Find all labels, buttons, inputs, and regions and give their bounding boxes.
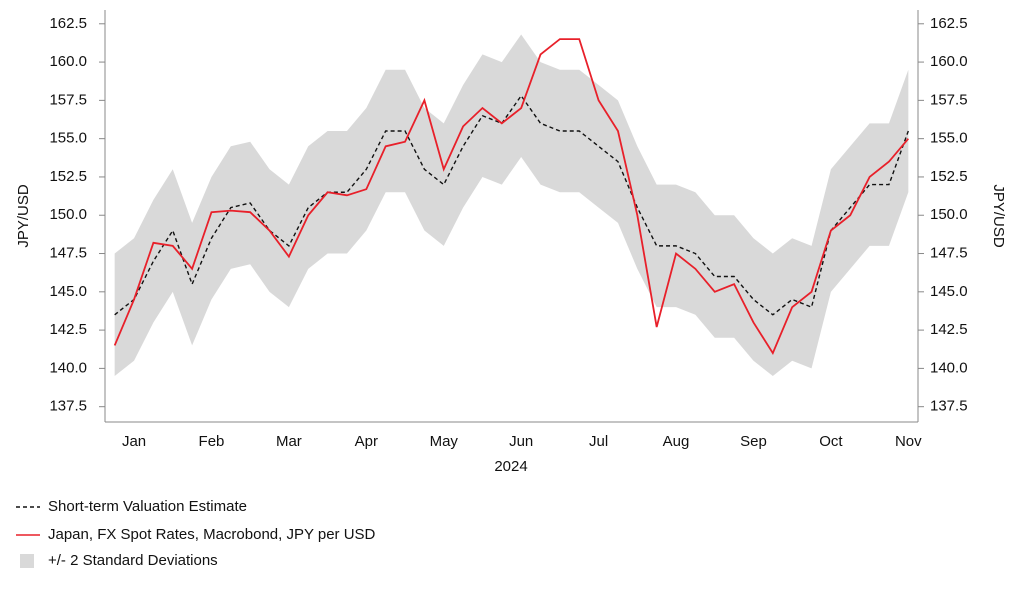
y-tick-label: 145.0 (49, 283, 87, 300)
legend-label: Japan, FX Spot Rates, Macrobond, JPY per… (48, 526, 376, 543)
x-tick-label: May (430, 433, 459, 450)
y2-tick-label: 162.5 (930, 15, 968, 32)
y-tick-label: 152.5 (49, 168, 87, 185)
x-tick-label: Nov (895, 433, 922, 450)
x-tick-label: Oct (819, 433, 843, 450)
y2-tick-label: 157.5 (930, 91, 968, 108)
x-tick-label: Apr (355, 433, 378, 450)
y2-tick-label: 150.0 (930, 206, 968, 223)
x-tick-label: Sep (740, 433, 767, 450)
y2-tick-label: 155.0 (930, 130, 968, 147)
x-tick-label: Jun (509, 433, 533, 450)
series-line (114, 94, 909, 316)
y-tick-label: 140.0 (49, 359, 87, 376)
legend-swatch (20, 554, 34, 568)
y-tick-label: 142.5 (49, 321, 87, 338)
y2-tick-label: 147.5 (930, 244, 968, 261)
y2-tick-label: 140.0 (930, 359, 968, 376)
x-tick-label: Feb (199, 433, 225, 450)
legend-label: Short-term Valuation Estimate (48, 498, 247, 515)
y2-tick-label: 152.5 (930, 168, 968, 185)
y-tick-label: 150.0 (49, 206, 87, 223)
y2-tick-label: 145.0 (930, 283, 968, 300)
y2-tick-label: 160.0 (930, 53, 968, 70)
y-tick-label: 137.5 (49, 398, 87, 415)
legend-label: +/- 2 Standard Deviations (48, 552, 218, 569)
y2-tick-label: 142.5 (930, 321, 968, 338)
y-tick-label: 160.0 (49, 53, 87, 70)
series-line (113, 38, 910, 356)
x-axis-label: 2024 (494, 458, 527, 475)
y-axis-label: JPY/USD (15, 184, 32, 248)
x-tick-label: Mar (276, 433, 302, 450)
y-tick-label: 147.5 (49, 244, 87, 261)
y-tick-label: 157.5 (49, 91, 87, 108)
x-tick-label: Jul (589, 433, 608, 450)
x-tick-label: Aug (663, 433, 690, 450)
y2-tick-label: 137.5 (930, 398, 968, 415)
x-tick-label: Jan (122, 433, 146, 450)
y-tick-label: 162.5 (49, 15, 87, 32)
y-tick-label: 155.0 (49, 130, 87, 147)
y2-axis-label: JPY/USD (990, 184, 1007, 248)
band-area (114, 34, 909, 377)
